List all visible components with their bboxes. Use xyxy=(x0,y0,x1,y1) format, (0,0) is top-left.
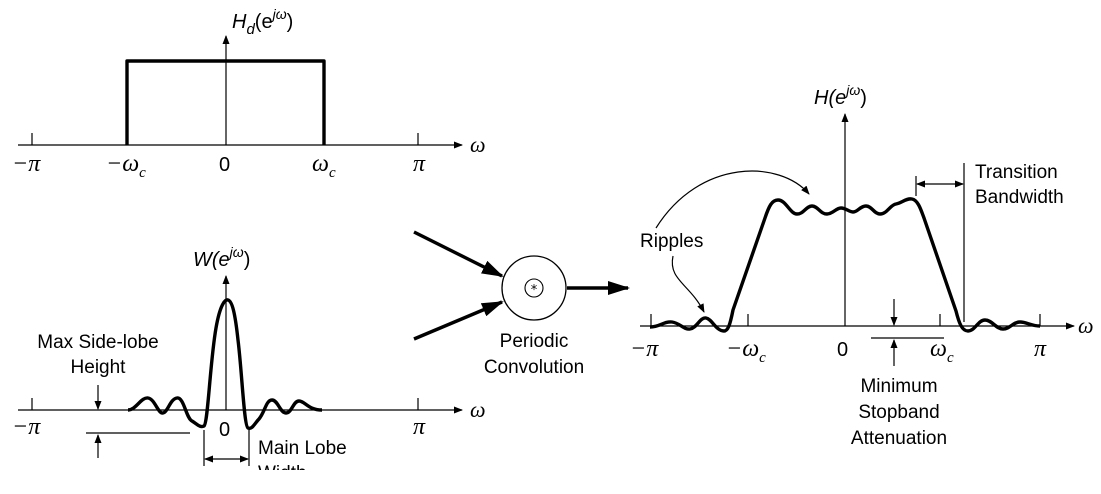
max-sidelobe-label-line1: Max Side-lobe xyxy=(37,332,158,353)
stopband-label-line2: Stopband xyxy=(858,402,939,423)
convolution-label-line1: Periodic xyxy=(500,331,569,352)
ideal-lowpass-curve xyxy=(125,59,326,145)
transition-label-line1: Transition xyxy=(975,162,1058,183)
transition-label-line2: Bandwidth xyxy=(975,187,1064,208)
periodic-convolution-block: * Periodic Convolution xyxy=(413,230,630,378)
convolution-symbol: * xyxy=(531,283,538,298)
ripples-arrow-stopband xyxy=(671,255,705,313)
convolution-input-arrow-bottom xyxy=(413,300,504,341)
ripples-label: Ripples xyxy=(640,231,703,252)
main-lobe-label-line1: Main Lobe xyxy=(258,438,347,459)
convolution-label-line2: Convolution xyxy=(484,357,584,378)
ideal-tick-label-neg-wc: −ωc xyxy=(106,151,146,181)
result-response-curve xyxy=(649,197,1041,333)
result-response-plot: H(ejω) −π −ωc 0 ωc π ω Ripples Transitio… xyxy=(630,82,1094,449)
result-tick-label-neg-pi: −π xyxy=(630,336,659,362)
window-tick-label-pi: π xyxy=(413,414,426,440)
window-spectrum-plot: W(ejω) −π 0 π ω Max Side-lobe Height Mai… xyxy=(12,244,486,494)
convolution-inner-circle xyxy=(524,278,544,298)
window-response-label: W(ejω) xyxy=(193,244,250,271)
result-axis-label: ω xyxy=(1078,313,1094,338)
stopband-label-line3: Attenuation xyxy=(851,428,947,449)
stopband-label-line1: Minimum xyxy=(860,376,937,397)
window-axis-label: ω xyxy=(470,397,486,422)
ideal-tick-label-pi: π xyxy=(413,151,426,177)
ideal-tick-label-zero: 0 xyxy=(219,154,230,176)
ideal-axis-label: ω xyxy=(470,132,486,157)
max-sidelobe-label-line2: Height xyxy=(71,357,127,378)
result-tick-label-neg-wc: −ωc xyxy=(726,336,766,366)
result-tick-label-zero: 0 xyxy=(837,339,848,361)
convolution-input-arrow-top xyxy=(413,230,504,278)
result-tick-label-wc: ωc xyxy=(930,336,954,366)
main-lobe-label-clip xyxy=(250,470,380,494)
window-spectrum-curve xyxy=(127,298,323,431)
window-tick-label-zero: 0 xyxy=(219,419,230,441)
result-tick-label-pi: π xyxy=(1034,336,1047,362)
ideal-response-plot: Hd(ejω) −π −ωc 0 ωc π ω xyxy=(12,6,486,181)
result-response-label: H(ejω) xyxy=(814,82,867,109)
ripples-arrow-passband xyxy=(655,170,810,229)
ideal-tick-label-neg-pi: −π xyxy=(12,151,41,177)
ideal-tick-label-wc: ωc xyxy=(312,151,336,181)
ideal-response-label: Hd(ejω) xyxy=(232,6,293,38)
window-tick-label-neg-pi: −π xyxy=(12,414,41,440)
